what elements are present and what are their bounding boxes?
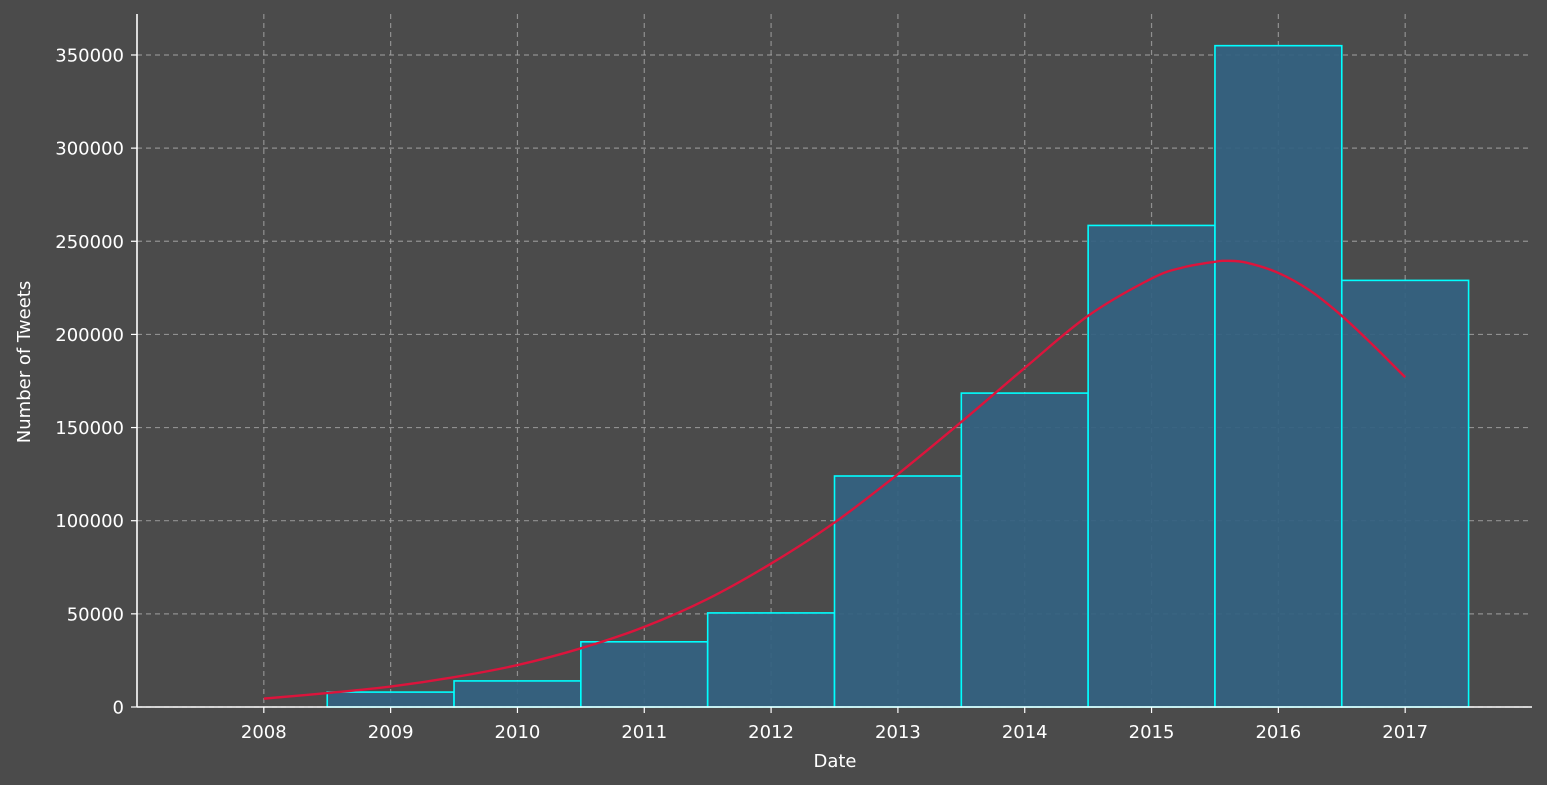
y-tick-label: 100000 (55, 511, 124, 532)
x-tick-label: 2017 (1382, 722, 1428, 743)
y-tick-label: 250000 (55, 232, 124, 253)
histogram-bar-2013 (833, 475, 963, 708)
axes (131, 14, 1532, 713)
y-tick-labels: 0 50000 100000 150000 200000 250000 300000 3500… (55, 45, 124, 718)
y-tick-label: 150000 (55, 418, 124, 439)
y-tick-label: 0 (113, 698, 124, 719)
histogram-bar-2010 (453, 680, 582, 708)
trend-line (263, 259, 1407, 700)
histogram-bar-2017 (1340, 279, 1470, 708)
histogram-bar-2015 (1087, 224, 1216, 708)
y-tick-label: 200000 (55, 325, 124, 346)
x-tick-label: 2015 (1129, 722, 1175, 743)
histogram-bar-2014 (960, 392, 1089, 708)
y-tick-label: 350000 (55, 45, 124, 66)
y-tick-label: 300000 (55, 139, 124, 160)
x-tick-label: 2011 (621, 722, 667, 743)
y-tick-label: 50000 (67, 604, 124, 625)
histogram-bar-2012 (706, 612, 836, 708)
x-tick-label: 2016 (1255, 722, 1301, 743)
histogram-bar-2016 (1214, 44, 1343, 708)
x-tick-label: 2010 (495, 722, 541, 743)
x-tick-label: 2009 (368, 722, 414, 743)
histogram-bar-2009 (326, 691, 455, 708)
trend-line-layer (263, 259, 1407, 700)
x-tick-label: 2014 (1002, 722, 1048, 743)
histogram-bars (326, 44, 1470, 708)
x-tick-labels: 2008 2009 2010 2011 2012 2013 2014 2015 2016 2017 (241, 722, 1428, 743)
y-axis-label: Number of Tweets (14, 281, 35, 443)
x-tick-label: 2013 (875, 722, 921, 743)
x-axis-label: Date (813, 751, 856, 772)
histogram-bar-2011 (580, 640, 709, 708)
x-tick-label: 2008 (241, 722, 287, 743)
x-tick-label: 2012 (748, 722, 794, 743)
